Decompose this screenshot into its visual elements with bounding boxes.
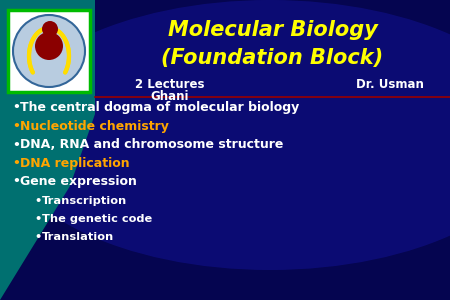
Text: Nucleotide chemistry: Nucleotide chemistry: [20, 120, 169, 133]
Text: Ghani: Ghani: [151, 91, 189, 103]
Text: Translation: Translation: [42, 232, 114, 242]
Text: •: •: [34, 214, 41, 224]
Ellipse shape: [0, 0, 450, 270]
Text: Transcription: Transcription: [42, 196, 127, 206]
Text: The genetic code: The genetic code: [42, 214, 152, 224]
Text: 2 Lectures: 2 Lectures: [135, 77, 205, 91]
Circle shape: [13, 15, 85, 87]
Text: (Foundation Block): (Foundation Block): [162, 48, 383, 68]
Text: •: •: [34, 232, 41, 242]
Text: DNA, RNA and chromosome structure: DNA, RNA and chromosome structure: [20, 139, 284, 152]
Polygon shape: [0, 0, 95, 300]
Circle shape: [42, 21, 58, 37]
Text: Molecular Biology: Molecular Biology: [167, 20, 378, 40]
Circle shape: [35, 32, 63, 60]
Text: •: •: [12, 176, 20, 188]
Text: DNA replication: DNA replication: [20, 157, 130, 170]
Text: •: •: [12, 120, 20, 133]
Text: Dr. Usman: Dr. Usman: [356, 77, 424, 91]
Text: •: •: [12, 139, 20, 152]
Text: •: •: [34, 196, 41, 206]
Text: •: •: [12, 101, 20, 115]
Bar: [8, 10, 90, 92]
Text: The central dogma of molecular biology: The central dogma of molecular biology: [20, 101, 299, 115]
Text: Gene expression: Gene expression: [20, 176, 137, 188]
Text: •: •: [12, 157, 20, 170]
